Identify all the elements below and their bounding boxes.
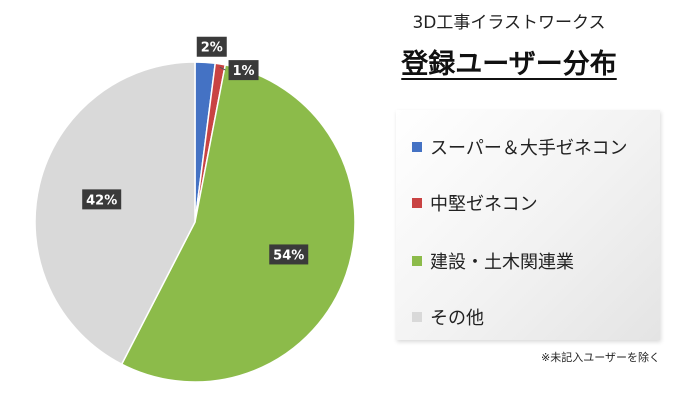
legend-label: その他 — [430, 308, 484, 329]
legend-swatch — [412, 142, 422, 152]
data-label-3: 42% — [86, 193, 117, 208]
pie-slice-2 — [120, 64, 356, 383]
legend-item-mid-general-contractor: 中堅ゼネコン — [412, 190, 538, 216]
legend-swatch — [412, 198, 422, 208]
data-label-box-0 — [196, 36, 227, 57]
chart-title: 登録ユーザー分布 — [401, 49, 617, 80]
leader-line-1 — [219, 66, 226, 71]
data-label-box-2 — [269, 244, 309, 265]
legend-label: 建設・土木関連業 — [430, 252, 574, 273]
data-label-1: 1% — [233, 64, 255, 79]
legend-item-super-general-contractor: スーパー＆大手ゼネコン — [412, 134, 627, 160]
data-label-box-1 — [228, 60, 259, 81]
data-label-0: 2% — [201, 41, 223, 56]
pie-slice-3 — [34, 61, 196, 366]
data-label-2: 54% — [273, 248, 304, 263]
legend-swatch — [412, 256, 422, 266]
legend: スーパー＆大手ゼネコン 中堅ゼネコン 建設・土木関連業 その他 — [396, 110, 660, 340]
data-label-box-3 — [82, 189, 122, 210]
legend-item-other: その他 — [412, 304, 484, 330]
legend-label: スーパー＆大手ゼネコン — [430, 138, 628, 159]
legend-item-construction-related: 建設・土木関連業 — [412, 248, 574, 274]
legend-label: 中堅ゼネコン — [430, 194, 538, 215]
legend-swatch — [412, 312, 422, 322]
chart-subtitle: 3D工事イラストワークス — [412, 13, 606, 33]
footnote: ※未記入ユーザーを除く — [541, 351, 660, 364]
